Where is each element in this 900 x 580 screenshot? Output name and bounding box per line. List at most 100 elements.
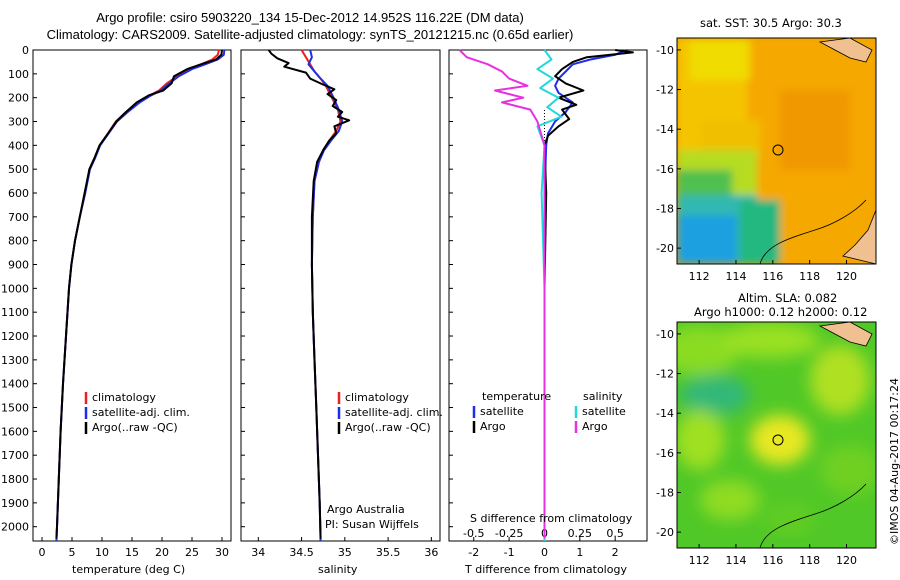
diff-legend-s-argo: Argo bbox=[582, 420, 608, 433]
sla-map-frame bbox=[676, 321, 877, 549]
x-tick-label: 0 bbox=[39, 546, 46, 559]
depth-tick-label: 2000 bbox=[1, 521, 29, 534]
imos-credit: ©IMOS 04-Aug-2017 00:17:24 bbox=[888, 378, 900, 545]
map-y-tick-label: -12 bbox=[656, 368, 674, 381]
x-tick-label: 36 bbox=[424, 546, 438, 559]
diff-legend-s-sat: satellite bbox=[582, 405, 626, 418]
s-difference-axis-label: S difference from climatology bbox=[470, 512, 633, 525]
depth-tick-label: 400 bbox=[8, 139, 29, 152]
map-y-tick-label: -14 bbox=[656, 407, 674, 420]
map-x-tick-label: 120 bbox=[836, 270, 857, 283]
figure-title-line2: Climatology: CARS2009. Satellite-adjuste… bbox=[46, 27, 574, 42]
temperature-plot: 0 5 10 15 20 25 30 bbox=[39, 49, 229, 559]
sal-legend-sat: satellite-adj. clim. bbox=[345, 406, 443, 419]
x-tick-label: -2 bbox=[468, 546, 479, 559]
figure-title-line1: Argo profile: csiro 5903220_134 15-Dec-2… bbox=[96, 10, 524, 25]
map-y-tick-label: -18 bbox=[656, 486, 674, 499]
depth-tick-label: 700 bbox=[8, 211, 29, 224]
series-argo-raw-qc- bbox=[267, 49, 351, 539]
depth-tick-label: 1400 bbox=[1, 378, 29, 391]
sal-legend-argo: Argo(..raw -QC) bbox=[345, 421, 431, 434]
annotation-pi: PI: Susan Wijffels bbox=[325, 518, 419, 531]
salinity-plot: 34 34.5 35 35.5 36 bbox=[251, 49, 438, 559]
depth-tick-label: 1900 bbox=[1, 497, 29, 510]
map-x-tick-label: 120 bbox=[836, 554, 857, 567]
temp-legend-argo: Argo(..raw -QC) bbox=[92, 421, 178, 434]
depth-tick-label: 1500 bbox=[1, 402, 29, 415]
difference-panel-frame bbox=[448, 49, 648, 542]
depth-tick-label: 1600 bbox=[1, 425, 29, 438]
x-tick-label: 30 bbox=[215, 546, 229, 559]
series-climatology bbox=[55, 49, 220, 542]
sla-map-title2: Argo h1000: 0.12 h2000: 0.12 bbox=[694, 305, 868, 319]
depth-tick-label: 1300 bbox=[1, 354, 29, 367]
depth-tick-label: 1800 bbox=[1, 473, 29, 486]
sla-map bbox=[677, 322, 876, 548]
depth-tick-label: 800 bbox=[8, 235, 29, 248]
x-tick-label: 35.5 bbox=[376, 546, 401, 559]
map-x-tick-label: 114 bbox=[725, 554, 746, 567]
x-tick-label: 34.5 bbox=[289, 546, 314, 559]
x-tick-label: 20 bbox=[155, 546, 169, 559]
map-y-tick-label: -14 bbox=[656, 123, 674, 136]
map-y-tick-label: -16 bbox=[656, 447, 674, 460]
x-tick-label: 10 bbox=[95, 546, 109, 559]
x2-tick-label: -0.25 bbox=[495, 527, 523, 540]
depth-tick-label: 200 bbox=[8, 92, 29, 105]
series-satellite-adj-clim- bbox=[307, 49, 344, 542]
depth-tick-label: 300 bbox=[8, 116, 29, 129]
map-y-tick-label: -20 bbox=[656, 526, 674, 539]
x2-tick-label: -0.5 bbox=[463, 527, 484, 540]
x-tick-label: -1 bbox=[504, 546, 515, 559]
diff-legend-t-sat: satellite bbox=[480, 405, 524, 418]
sst-map-frame bbox=[676, 37, 877, 265]
t-difference-axis-label: T difference from climatology bbox=[465, 563, 627, 576]
map-x-tick-label: 118 bbox=[799, 554, 820, 567]
sla-map-title1: Altim. SLA: 0.082 bbox=[738, 291, 838, 305]
depth-tick-label: 1100 bbox=[1, 306, 29, 319]
series-climatology bbox=[300, 49, 342, 542]
series-argo-raw-qc- bbox=[55, 49, 223, 539]
map-x-tick-label: 114 bbox=[725, 270, 746, 283]
diff-legend-title-temperature: temperature bbox=[482, 390, 552, 403]
map-y-tick-label: -18 bbox=[656, 202, 674, 215]
depth-axis: 0 100 200 300 400 500 600 700 800 900 1000 1100 1200… bbox=[1, 44, 453, 534]
depth-tick-label: 100 bbox=[8, 68, 29, 81]
series-t-argo bbox=[543, 49, 634, 539]
x-tick-label: 0 bbox=[541, 546, 548, 559]
series-satellite-adj-clim- bbox=[55, 49, 226, 542]
map-y-tick-label: -16 bbox=[656, 163, 674, 176]
x-tick-label: 1 bbox=[576, 546, 583, 559]
map-x-tick-label: 112 bbox=[689, 270, 710, 283]
salinity-panel-frame bbox=[240, 49, 441, 542]
x2-tick-label: 0.25 bbox=[568, 527, 593, 540]
x-tick-label: 15 bbox=[125, 546, 139, 559]
temperature-axis-label: temperature (deg C) bbox=[72, 563, 186, 576]
x-tick-label: 25 bbox=[185, 546, 199, 559]
x-tick-label: 5 bbox=[69, 546, 76, 559]
difference-plot: -2 -1 0 1 2-0.5 -0.25 0 0.25 0.5 bbox=[458, 49, 634, 559]
map-x-tick-label: 116 bbox=[762, 554, 783, 567]
map-y-tick-label: -10 bbox=[656, 328, 674, 341]
depth-tick-label: 500 bbox=[8, 163, 29, 176]
depth-tick-label: 900 bbox=[8, 259, 29, 272]
map-y-tick-label: -12 bbox=[656, 84, 674, 97]
sst-map-title: sat. SST: 30.5 Argo: 30.3 bbox=[700, 16, 842, 30]
annotation-argo-australia: Argo Australia bbox=[327, 503, 405, 516]
diff-legend-t-argo: Argo bbox=[480, 420, 506, 433]
temperature-panel-frame bbox=[32, 49, 232, 542]
diff-legend-title-salinity: salinity bbox=[583, 390, 623, 403]
map-x-tick-label: 116 bbox=[762, 270, 783, 283]
x2-tick-label: 0.5 bbox=[606, 527, 624, 540]
map-y-tick-label: -10 bbox=[656, 44, 674, 57]
temp-legend-sat: satellite-adj. clim. bbox=[92, 406, 190, 419]
map-y-tick-label: -20 bbox=[656, 242, 674, 255]
series-s-satellite bbox=[536, 49, 563, 541]
depth-tick-label: 1200 bbox=[1, 330, 29, 343]
map-axes: 112 114 116 118 120 -10 -12 -14 -16 -18 -20 112 114 1… bbox=[656, 44, 857, 567]
salinity-axis-label: salinity bbox=[318, 563, 358, 576]
x-tick-label: 35 bbox=[338, 546, 352, 559]
depth-tick-label: 1700 bbox=[1, 449, 29, 462]
map-x-tick-label: 118 bbox=[799, 270, 820, 283]
